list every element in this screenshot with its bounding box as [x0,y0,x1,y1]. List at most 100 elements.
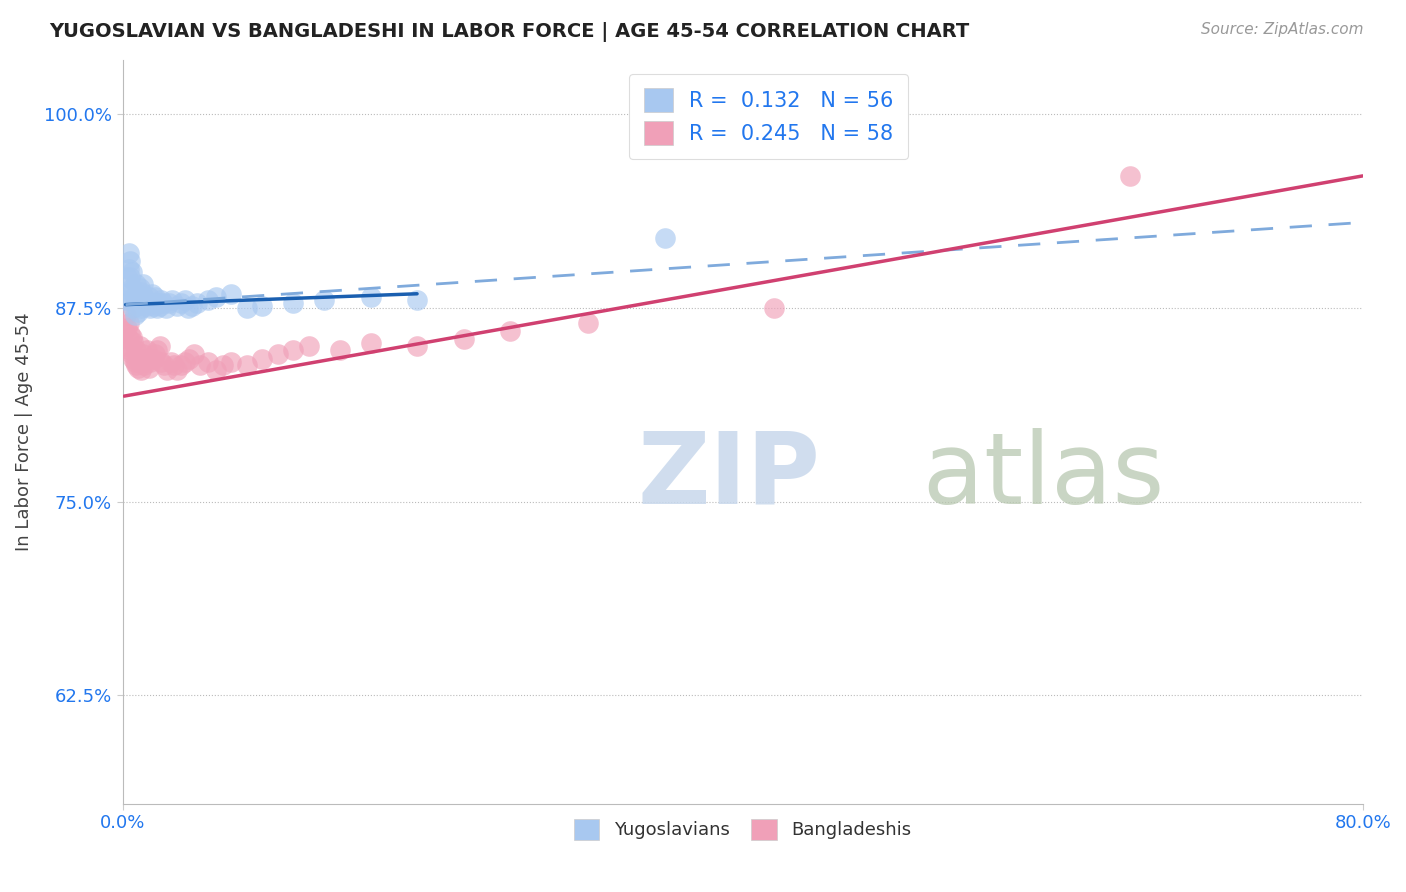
Point [114,293,136,307]
Point [183,347,205,361]
Point [125,299,148,313]
Point [163,358,186,372]
Point [149,339,172,353]
Point [212,358,235,372]
Point [122,334,145,349]
Point [138,361,160,376]
Point [328,343,350,357]
Point [576,316,599,330]
Point [173,293,195,307]
Point [142,351,165,366]
Point [166,363,188,377]
Point [120,327,142,342]
Point [127,361,149,376]
Point [762,301,785,315]
Point [148,296,170,310]
Point [406,339,429,353]
Point [112,324,135,338]
Point [281,343,304,357]
Point [114,309,136,323]
Point [142,299,165,313]
Point [139,355,162,369]
Point [1119,169,1142,183]
Point [153,358,176,372]
Point [131,355,153,369]
Point [129,363,152,377]
Point [121,330,143,344]
Point [121,347,143,361]
Point [406,293,429,307]
Point [125,343,148,357]
Point [204,290,226,304]
Point [143,347,166,361]
Point [135,351,157,366]
Point [453,332,475,346]
Point [124,309,146,323]
Point [150,355,173,369]
Point [170,296,193,310]
Point [297,339,319,353]
Y-axis label: In Labor Force | Age 45-54: In Labor Force | Age 45-54 [15,312,32,551]
Point [152,296,174,310]
Point [281,296,304,310]
Point [235,358,257,372]
Point [118,262,141,277]
Point [654,231,676,245]
Point [127,305,149,319]
Point [118,332,141,346]
Text: Source: ZipAtlas.com: Source: ZipAtlas.com [1201,22,1364,37]
Point [197,293,219,307]
Point [120,269,142,284]
Point [173,355,195,369]
Point [120,285,142,300]
Point [121,265,143,279]
Point [118,246,141,260]
Point [134,358,156,372]
Point [135,293,157,307]
Text: ZIP: ZIP [637,428,820,525]
Point [360,290,382,304]
Point [131,296,153,310]
Point [219,286,242,301]
Point [124,355,146,369]
Point [150,293,173,307]
Point [157,296,180,310]
Point [155,301,177,315]
Point [188,358,211,372]
Point [124,290,146,304]
Point [129,285,152,300]
Point [160,293,183,307]
Point [128,296,150,310]
Point [125,277,148,292]
Point [156,363,179,377]
Point [122,351,145,366]
Point [131,277,153,292]
Point [179,351,201,366]
Point [134,290,156,304]
Point [128,339,150,353]
Point [250,299,273,313]
Point [121,293,143,307]
Point [266,347,288,361]
Point [181,299,204,313]
Point [149,299,172,313]
Point [176,301,198,315]
Point [145,343,167,357]
Point [204,363,226,377]
Point [141,286,163,301]
Point [360,336,382,351]
Point [143,290,166,304]
Point [125,358,148,372]
Point [136,343,159,357]
Point [136,299,159,313]
Text: YUGOSLAVIAN VS BANGLADESHI IN LABOR FORCE | AGE 45-54 CORRELATION CHART: YUGOSLAVIAN VS BANGLADESHI IN LABOR FORC… [49,22,970,42]
Point [127,286,149,301]
Point [166,299,188,313]
Point [145,301,167,315]
Point [120,254,142,268]
Point [235,301,257,315]
Point [499,324,522,338]
Point [129,301,152,315]
Point [122,285,145,300]
Point [139,301,162,315]
